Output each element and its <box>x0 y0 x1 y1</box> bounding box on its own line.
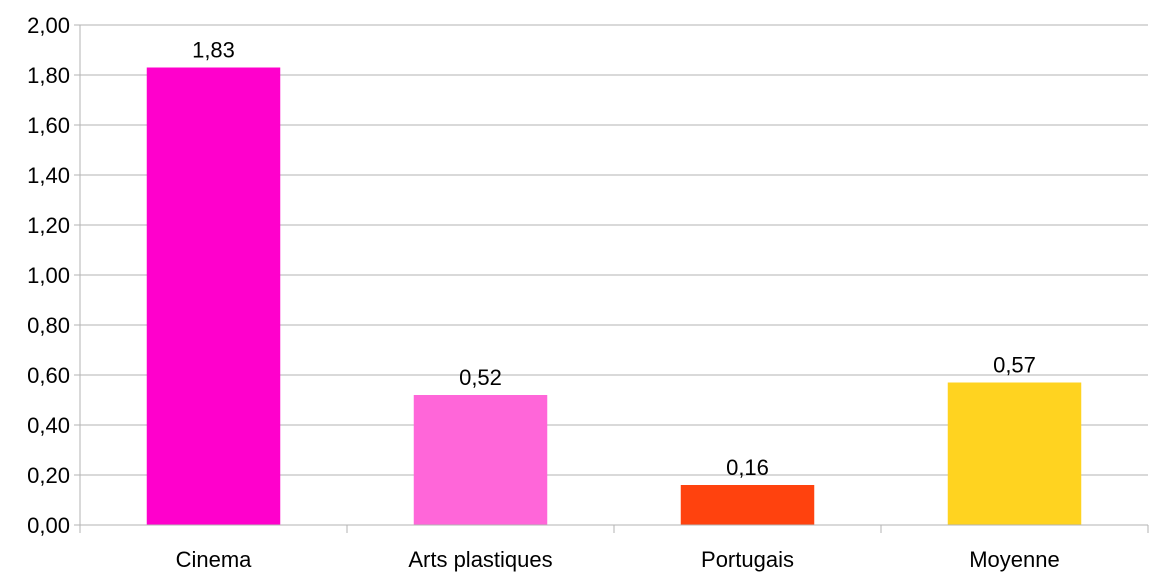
bars <box>146 67 1082 525</box>
bar <box>146 67 281 525</box>
x-tick-label: Moyenne <box>969 547 1060 572</box>
data-label: 0,52 <box>459 365 502 390</box>
y-tick-label: 0,20 <box>27 463 70 488</box>
y-tick-labels: 0,00 0,20 0,40 0,60 0,80 1,00 1,20 1,40 1,60 1,80… <box>27 13 70 538</box>
x-tick-label: Cinema <box>176 547 253 572</box>
x-tick-label: Portugais <box>701 547 794 572</box>
bar <box>680 485 815 525</box>
data-label: 1,83 <box>192 38 235 63</box>
data-label: 0,57 <box>993 353 1036 378</box>
y-tick-label: 1,60 <box>27 113 70 138</box>
y-tick-label: 0,60 <box>27 363 70 388</box>
data-label: 0,16 <box>726 455 769 480</box>
bar <box>947 382 1082 525</box>
bar <box>413 395 548 525</box>
y-tick-label: 0,80 <box>27 313 70 338</box>
x-tick-labels: Cinema Arts plastiques Portugais Moyenne <box>176 547 1060 572</box>
x-tick-label: Arts plastiques <box>408 547 552 572</box>
y-tick-label: 1,00 <box>27 263 70 288</box>
y-tick-label: 1,20 <box>27 213 70 238</box>
y-tick-label: 1,40 <box>27 163 70 188</box>
data-labels: 1,83 0,52 0,16 0,57 <box>192 38 1036 481</box>
axes <box>74 24 1149 533</box>
y-tick-label: 0,40 <box>27 413 70 438</box>
y-tick-label: 2,00 <box>27 13 70 38</box>
y-tick-label: 1,80 <box>27 63 70 88</box>
y-tick-label: 0,00 <box>27 513 70 538</box>
